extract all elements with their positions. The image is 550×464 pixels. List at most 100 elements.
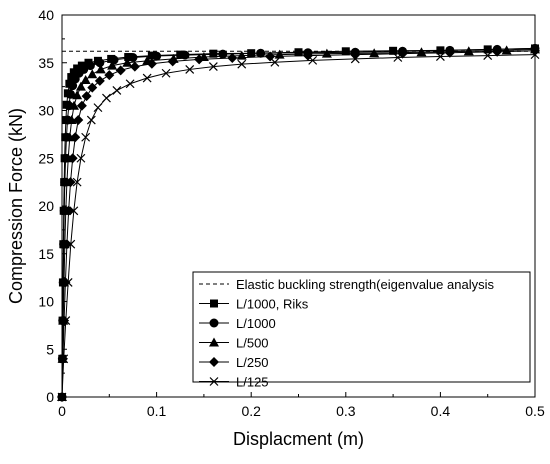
data-point xyxy=(76,153,86,163)
data-point xyxy=(61,316,71,326)
legend-label: L/1000, Riks xyxy=(236,297,309,312)
legend-marker xyxy=(209,337,219,347)
data-point xyxy=(72,90,83,100)
x-tick-label: 0.1 xyxy=(147,403,167,419)
x-tick-label: 0.5 xyxy=(525,403,545,419)
data-point xyxy=(104,70,115,81)
legend-marker xyxy=(209,357,219,367)
legend-marker xyxy=(209,377,219,386)
series-line xyxy=(61,54,536,398)
data-point xyxy=(227,52,238,63)
data-point xyxy=(80,74,91,84)
x-tick-label: 0.3 xyxy=(336,403,356,419)
legend-entry: Elastic buckling strength(eigenvalue ana… xyxy=(199,277,494,292)
data-point xyxy=(79,64,89,74)
data-point xyxy=(294,48,303,57)
data-point xyxy=(152,51,162,61)
legend-entry: L/250 xyxy=(199,355,269,370)
legend-marker xyxy=(210,299,218,308)
data-point xyxy=(180,50,190,60)
data-point xyxy=(208,62,218,71)
data-point xyxy=(93,103,103,113)
series-line xyxy=(61,50,536,398)
data-point xyxy=(81,132,91,142)
legend-entry: L/1000, Riks xyxy=(199,297,309,312)
data-point xyxy=(107,60,118,70)
y-tick-label: 40 xyxy=(38,7,54,23)
data-point xyxy=(59,354,69,364)
data-point xyxy=(270,57,280,67)
data-point xyxy=(102,93,111,103)
data-point xyxy=(124,53,133,62)
axes: 0 0.1 0.2 0.3 0.4 0.5 0 5 10 15 20 25 30 35 40 xyxy=(38,7,545,419)
data-point xyxy=(66,89,76,99)
y-tick-label: 5 xyxy=(46,341,54,357)
y-tick-label: 35 xyxy=(38,55,54,71)
data-point xyxy=(69,100,80,110)
y-tick-label: 10 xyxy=(38,294,54,310)
data-point xyxy=(73,115,84,126)
legend-label: L/125 xyxy=(236,375,269,390)
x-tick-label: 0.2 xyxy=(241,403,261,419)
legend-label: L/1000 xyxy=(236,316,276,331)
data-point xyxy=(129,61,140,72)
data-point xyxy=(66,239,76,249)
data-point xyxy=(185,65,195,74)
data-point xyxy=(85,61,95,71)
y-tick-label: 0 xyxy=(46,389,54,405)
data-point xyxy=(87,82,98,93)
data-point xyxy=(147,51,156,60)
data-point xyxy=(393,53,403,62)
data-point xyxy=(75,81,86,91)
data-point xyxy=(237,59,247,69)
y-tick-label: 15 xyxy=(38,246,54,262)
y-tick-label: 20 xyxy=(38,198,54,214)
data-point xyxy=(72,177,82,187)
data-point xyxy=(194,54,205,65)
data-point xyxy=(95,58,105,68)
data-point xyxy=(122,57,133,67)
data-point xyxy=(76,100,87,111)
data-point xyxy=(176,50,185,59)
data-point xyxy=(65,177,76,188)
data-point xyxy=(435,52,445,61)
legend-entry: L/1000 xyxy=(199,316,276,331)
data-point xyxy=(66,115,77,125)
data-point xyxy=(142,73,152,83)
data-point xyxy=(73,64,82,73)
data-point xyxy=(61,239,72,250)
legend-marker xyxy=(209,318,219,328)
x-tick-label: 0.4 xyxy=(431,403,451,419)
data-point xyxy=(369,48,380,58)
data-point xyxy=(209,49,218,58)
data-point xyxy=(161,68,171,78)
data-point xyxy=(67,153,78,164)
data-point xyxy=(70,132,81,143)
legend: Elastic buckling strength(eigenvalue ana… xyxy=(192,271,531,390)
data-point xyxy=(350,54,360,64)
data-point xyxy=(125,79,135,89)
data-point xyxy=(128,52,138,62)
legend-label: L/250 xyxy=(236,355,269,370)
legend-label: Elastic buckling strength(eigenvalue ana… xyxy=(236,277,494,292)
legend-entry: L/125 xyxy=(199,375,269,390)
data-point xyxy=(112,86,122,95)
legend-box xyxy=(192,271,531,383)
y-tick-label: 30 xyxy=(38,103,54,119)
data-point xyxy=(146,58,157,69)
x-axis-title: Displacment (m) xyxy=(233,429,364,449)
data-point xyxy=(69,206,79,216)
legend-label: L/500 xyxy=(236,336,269,351)
data-point xyxy=(483,51,493,61)
data-point xyxy=(308,55,318,65)
data-point xyxy=(115,65,126,76)
x-tick-label: 0 xyxy=(58,403,66,419)
data-point xyxy=(265,51,276,62)
data-point xyxy=(63,277,73,287)
legend-entry: L/500 xyxy=(199,336,269,351)
data-point xyxy=(86,115,96,125)
data-point xyxy=(94,75,105,86)
data-point xyxy=(81,91,92,102)
data-point xyxy=(87,69,98,79)
